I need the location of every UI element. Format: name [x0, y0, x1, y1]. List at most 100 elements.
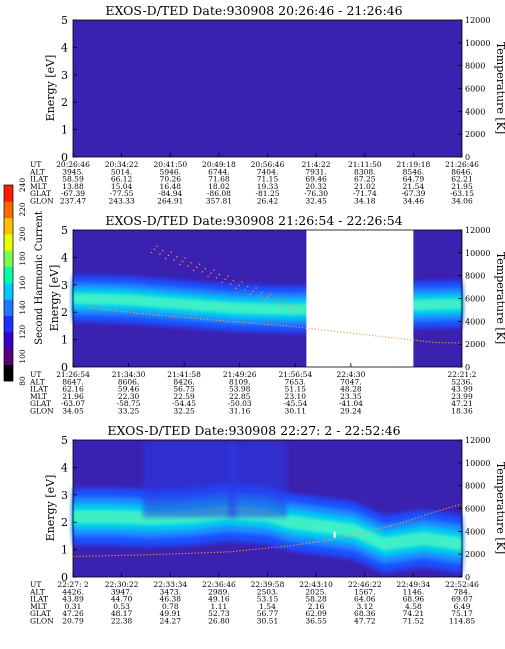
table-row-label: MLT — [30, 602, 47, 611]
table-cell: 71.15 — [257, 175, 279, 184]
noise-speck — [160, 39, 162, 40]
table-cell: 26.80 — [208, 617, 230, 626]
table-cell: 21:41:58 — [167, 370, 201, 379]
table-cell: 49.16 — [208, 595, 230, 604]
table-cell: 8606. — [118, 377, 139, 386]
scatter-speck — [218, 274, 220, 276]
scatter-speck — [295, 308, 297, 310]
table-cell: 32.45 — [305, 197, 327, 206]
table-row-label: ILAT — [30, 385, 48, 394]
table-cell: 8308. — [354, 167, 375, 176]
colorbar-cell — [4, 201, 13, 219]
table-cell: 22:46:22 — [348, 580, 382, 589]
table-cell: 6.49 — [454, 602, 471, 611]
noise-speck — [135, 37, 137, 38]
table-cell: 49.91 — [160, 609, 181, 618]
scatter-speck — [187, 265, 189, 267]
temperature-tick-label: 0 — [465, 363, 470, 372]
table-cell: 18.36 — [451, 407, 473, 416]
temperature-tick-label: 10000 — [465, 39, 490, 48]
scatter-speck — [162, 250, 164, 252]
scatter-speck — [210, 272, 212, 274]
table-row-label: MLT — [30, 392, 47, 401]
noise-speck — [381, 101, 383, 102]
scatter-speck — [278, 305, 280, 307]
colorbar-cell — [4, 250, 13, 268]
table-cell: -86.08 — [207, 189, 231, 198]
scatter-speck — [204, 268, 206, 270]
scatter-speck — [156, 245, 158, 247]
scatter-speck — [167, 254, 170, 256]
table-cell: 20.79 — [62, 617, 84, 626]
table-cell: 22:49:34 — [397, 580, 431, 589]
table-cell: -76.30 — [304, 189, 328, 198]
scatter-speck — [221, 281, 223, 284]
scatter-speck — [252, 290, 254, 292]
energy-tick-label: 1 — [61, 124, 68, 137]
scatter-speck — [283, 299, 286, 301]
table-cell: 47.21 — [451, 399, 472, 408]
table-cell: 22:30:22 — [105, 580, 139, 589]
colorbar-cell — [4, 364, 13, 382]
table-cell: 62.09 — [305, 609, 327, 618]
colorbar-tick-label: 220 — [18, 202, 27, 217]
table-cell: 8109. — [229, 377, 250, 386]
table-cell: 34.18 — [354, 197, 376, 206]
panel-1: EXOS-D/TED Date:930908 20:26:46 - 21:26:… — [29, 3, 505, 206]
noise-speck — [325, 134, 327, 135]
temperature-tick-label: 4000 — [465, 527, 485, 536]
temperature-tick-label: 0 — [465, 573, 470, 582]
scatter-speck — [297, 305, 300, 307]
table-cell: 1567. — [354, 587, 375, 596]
table-cell: 22:21:2 — [448, 370, 477, 379]
table-cell: 7047. — [340, 377, 361, 386]
noise-speck — [353, 59, 355, 60]
scatter-speck — [255, 287, 257, 289]
table-cell: 15.04 — [111, 182, 133, 191]
table-cell: 31.16 — [229, 407, 251, 416]
panel-3-ylabel: Energy [eV] — [44, 475, 57, 542]
high-energy-patch — [143, 442, 237, 518]
table-cell: 47.26 — [62, 609, 84, 618]
table-cell: 8546. — [403, 167, 424, 176]
table-cell: 0.31 — [65, 602, 82, 611]
table-cell: 784. — [454, 587, 471, 596]
scatter-speck — [224, 278, 226, 280]
table-cell: 1.54 — [259, 602, 276, 611]
table-cell: 36.55 — [305, 617, 327, 626]
energy-tick-label: 3 — [61, 69, 68, 82]
scatter-speck — [227, 275, 229, 277]
table-cell: 19.33 — [257, 182, 279, 191]
table-cell: 22.59 — [173, 392, 195, 401]
table-cell: 70.26 — [160, 175, 182, 184]
temperature-tick-label: 6000 — [465, 505, 485, 514]
table-cell: 3.12 — [356, 602, 373, 611]
scatter-speck — [235, 287, 237, 290]
table-cell: 22:52:46 — [445, 580, 479, 589]
scatter-speck — [198, 263, 201, 265]
table-cell: 64.06 — [354, 595, 376, 604]
noise-speck — [297, 92, 299, 93]
scatter-speck — [230, 283, 232, 285]
table-cell: 32.25 — [173, 407, 195, 416]
energy-tick-label: 3 — [61, 279, 68, 292]
table-cell: -67.39 — [61, 189, 85, 198]
table-cell: 0.78 — [162, 602, 179, 611]
table-row-label: GLON — [30, 197, 54, 206]
scatter-speck — [184, 257, 186, 259]
energy-tick-label: 0 — [61, 361, 68, 374]
table-cell: 20:41:50 — [153, 160, 187, 169]
table-cell: -54.45 — [172, 399, 196, 408]
table-cell: -63.07 — [61, 399, 85, 408]
scatter-speck — [213, 269, 215, 271]
table-cell: 21:49:26 — [223, 370, 257, 379]
noise-speck — [191, 121, 193, 122]
table-cell: 62.16 — [62, 385, 84, 394]
data-gap — [306, 230, 414, 367]
table-cell: 22.85 — [229, 392, 251, 401]
temperature-line — [72, 503, 463, 558]
table-cell: 34.05 — [62, 407, 84, 416]
noise-speck — [163, 79, 165, 80]
noise-speck — [79, 70, 81, 71]
noise-speck — [188, 81, 190, 82]
